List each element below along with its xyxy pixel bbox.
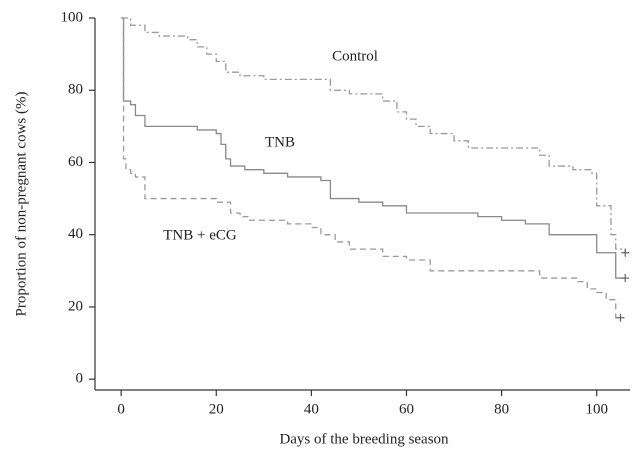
series-label: TNB xyxy=(265,134,295,150)
y-tick-label: 80 xyxy=(68,82,83,98)
y-tick-label: 0 xyxy=(76,371,84,387)
y-tick-label: 40 xyxy=(68,226,83,242)
survival-line xyxy=(121,17,621,319)
series-label: Control xyxy=(332,48,378,64)
censor-mark xyxy=(621,248,630,257)
y-tick-label: 100 xyxy=(61,9,84,25)
x-tick-label: 60 xyxy=(399,401,414,417)
survival-line xyxy=(121,17,626,279)
y-tick-label: 20 xyxy=(68,298,83,314)
x-tick-label: 40 xyxy=(304,401,319,417)
censor-mark xyxy=(616,313,625,322)
censor-mark xyxy=(621,274,630,283)
x-tick-label: 0 xyxy=(117,401,125,417)
x-tick-label: 100 xyxy=(585,401,608,417)
x-tick-label: 80 xyxy=(494,401,509,417)
y-tick-label: 60 xyxy=(68,154,83,170)
x-axis-label: Days of the breeding season xyxy=(279,431,449,447)
x-tick-label: 20 xyxy=(209,401,224,417)
series-label: TNB + eCG xyxy=(163,227,237,243)
y-axis-label: Proportion of non-pregnant cows (%) xyxy=(13,92,29,317)
